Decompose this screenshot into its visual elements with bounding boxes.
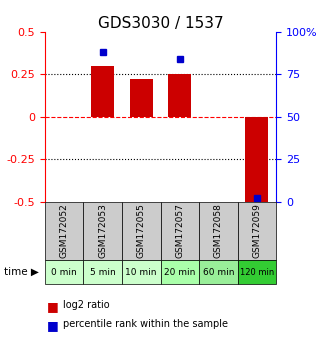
Text: ■: ■	[47, 300, 58, 313]
Text: GSM172053: GSM172053	[98, 204, 107, 258]
Text: 5 min: 5 min	[90, 268, 116, 277]
Text: 0 min: 0 min	[51, 268, 77, 277]
Bar	[168, 74, 191, 117]
Bar	[245, 117, 268, 202]
Bar	[91, 66, 114, 117]
Text: GSM172052: GSM172052	[60, 204, 69, 258]
Bar	[130, 79, 153, 117]
Text: percentile rank within the sample: percentile rank within the sample	[63, 319, 228, 329]
Text: ■: ■	[47, 319, 58, 332]
Text: 120 min: 120 min	[240, 268, 274, 277]
Text: time ▶: time ▶	[4, 267, 39, 277]
Text: GSM172058: GSM172058	[214, 204, 223, 258]
Text: GSM172057: GSM172057	[175, 204, 184, 258]
Text: GDS3030 / 1537: GDS3030 / 1537	[98, 16, 223, 31]
Text: 20 min: 20 min	[164, 268, 195, 277]
Text: GSM172059: GSM172059	[252, 204, 261, 258]
Text: 60 min: 60 min	[203, 268, 234, 277]
Text: GSM172055: GSM172055	[137, 204, 146, 258]
Text: 10 min: 10 min	[126, 268, 157, 277]
Text: log2 ratio: log2 ratio	[63, 300, 109, 310]
